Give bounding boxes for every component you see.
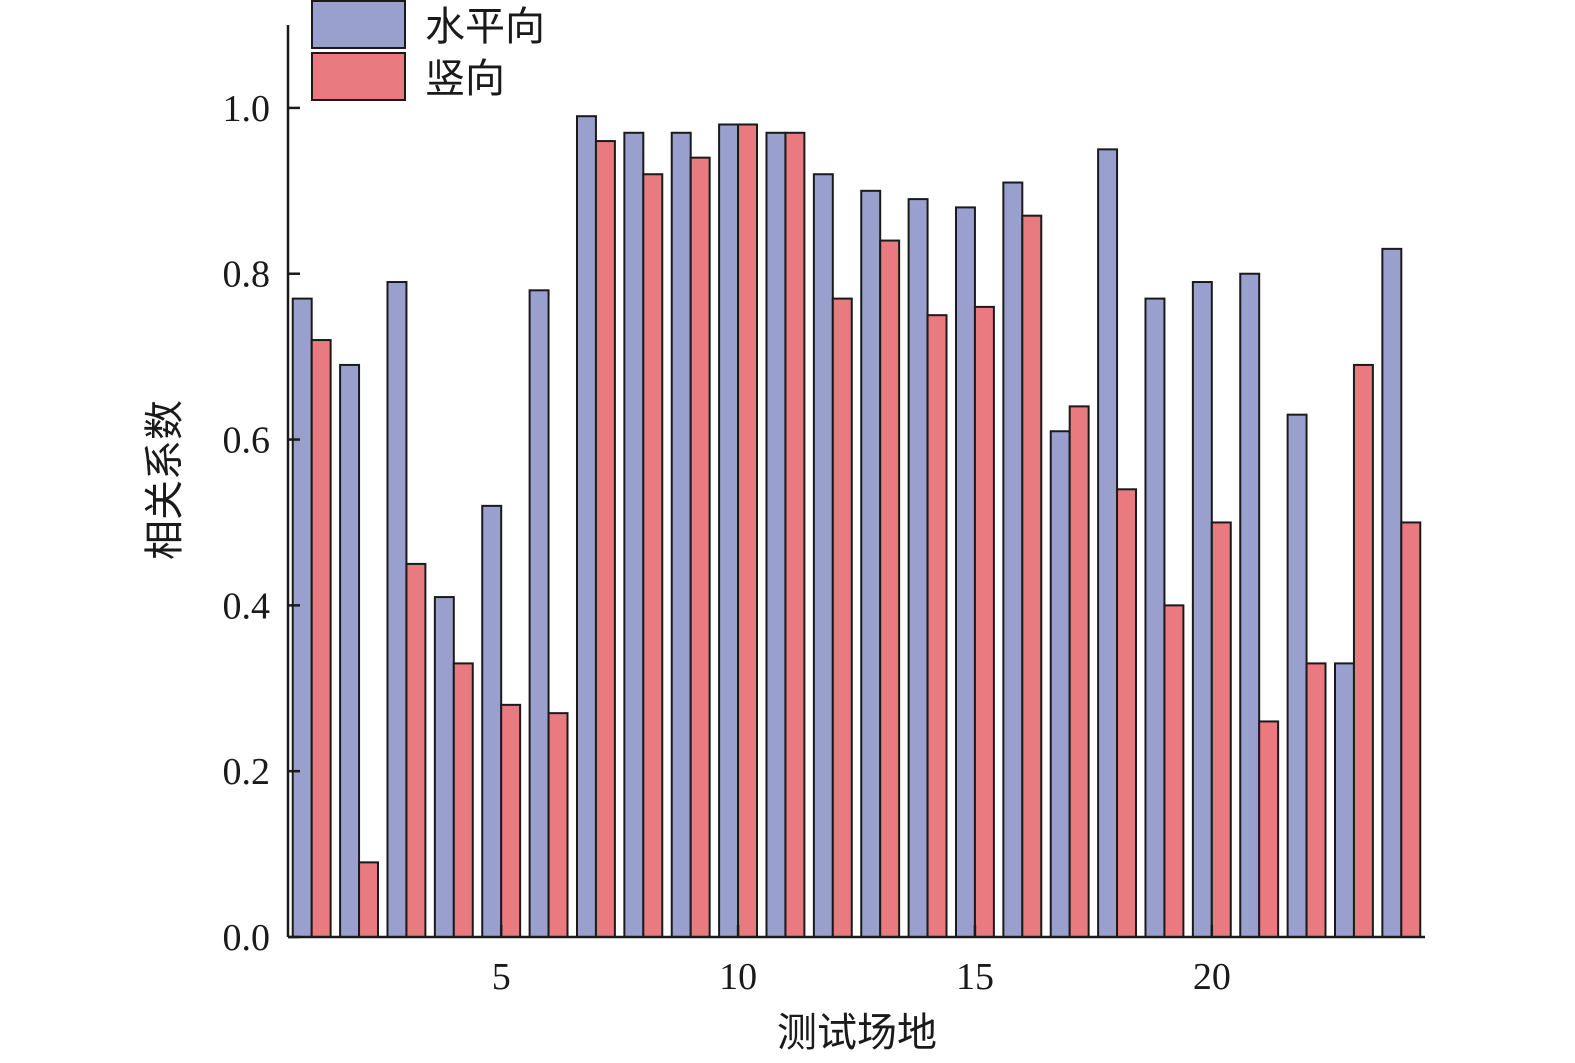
bar-vertical-site-21 (1258, 720, 1280, 938)
bar-vertical-site-9 (689, 156, 711, 938)
legend-label-vertical: 竖向 (425, 56, 505, 101)
bar-vertical-site-2 (358, 861, 380, 939)
legend: 水平向 竖向 (311, 0, 545, 101)
bar-vertical-site-1 (310, 339, 332, 938)
bars-group (291, 115, 1422, 939)
bar-horizontal-site-12 (812, 173, 834, 939)
bar-vertical-site-8 (642, 173, 664, 939)
bar-horizontal-site-5 (481, 504, 503, 938)
y-tick-label: 0.8 (223, 254, 271, 296)
bar-horizontal-site-1 (291, 297, 313, 939)
bar-horizontal-site-11 (765, 131, 787, 938)
bar-vertical-site-11 (784, 131, 806, 938)
y-tick-label: 0.0 (223, 917, 271, 959)
y-tick-label: 0.2 (223, 751, 271, 793)
bar-horizontal-site-4 (433, 596, 455, 938)
bar-vertical-site-15 (973, 305, 995, 938)
legend-label-horizontal: 水平向 (425, 4, 545, 49)
bar-horizontal-site-18 (1097, 148, 1119, 939)
x-tick-label: 10 (719, 956, 757, 998)
bar-horizontal-site-16 (1002, 181, 1024, 938)
bar-vertical-site-10 (737, 123, 759, 939)
bar-vertical-site-23 (1352, 363, 1374, 938)
bar-vertical-site-5 (500, 703, 522, 938)
bar-vertical-site-14 (926, 314, 948, 938)
x-tick-label: 5 (492, 956, 511, 998)
bar-horizontal-site-7 (575, 115, 597, 938)
legend-swatch-vertical (311, 52, 406, 101)
bar-vertical-site-3 (405, 562, 427, 938)
y-tick-label: 0.6 (223, 420, 271, 462)
x-axis-title: 测试场地 (777, 1010, 937, 1055)
bar-horizontal-site-15 (954, 206, 976, 938)
axes-group (286, 25, 1425, 939)
legend-swatch-horizontal (311, 0, 406, 49)
x-tick-label: 20 (1193, 956, 1231, 998)
bar-vertical-site-7 (594, 140, 616, 938)
bar-vertical-site-24 (1400, 521, 1422, 938)
y-tick-label: 0.4 (223, 585, 271, 627)
bar-vertical-site-19 (1163, 604, 1185, 938)
bar-horizontal-site-2 (339, 363, 361, 938)
bar-horizontal-site-13 (860, 189, 882, 938)
x-tick-label: 15 (956, 956, 994, 998)
bar-vertical-site-12 (831, 297, 853, 939)
bar-vertical-site-17 (1068, 405, 1090, 938)
bar-vertical-site-20 (1210, 521, 1232, 938)
bar-horizontal-site-20 (1191, 281, 1213, 938)
ticks-group: 0.0 0.2 0.4 0.6 0.8 1.0 5 10 15 20 (223, 88, 1231, 998)
y-tick-label: 1.0 (223, 88, 271, 130)
bar-horizontal-site-22 (1286, 413, 1308, 939)
bar-horizontal-site-24 (1381, 247, 1403, 939)
bar-horizontal-site-14 (907, 198, 929, 939)
bar-vertical-site-6 (547, 712, 569, 939)
bar-vertical-site-18 (1116, 488, 1138, 938)
bar-horizontal-site-9 (670, 131, 692, 938)
bar-vertical-site-4 (452, 662, 474, 939)
bar-horizontal-site-10 (718, 123, 740, 939)
bar-horizontal-site-23 (1333, 662, 1355, 939)
bar-vertical-site-16 (1021, 214, 1043, 938)
bar-horizontal-site-21 (1239, 272, 1261, 939)
bar-horizontal-site-17 (1049, 430, 1071, 938)
bar-vertical-site-13 (879, 239, 901, 938)
bar-vertical-site-22 (1305, 662, 1327, 939)
bar-horizontal-site-8 (623, 131, 645, 938)
bar-horizontal-site-19 (1144, 297, 1166, 939)
y-axis-title: 相关系数 (142, 400, 187, 560)
bar-horizontal-site-3 (386, 281, 408, 938)
bar-horizontal-site-6 (528, 289, 550, 938)
